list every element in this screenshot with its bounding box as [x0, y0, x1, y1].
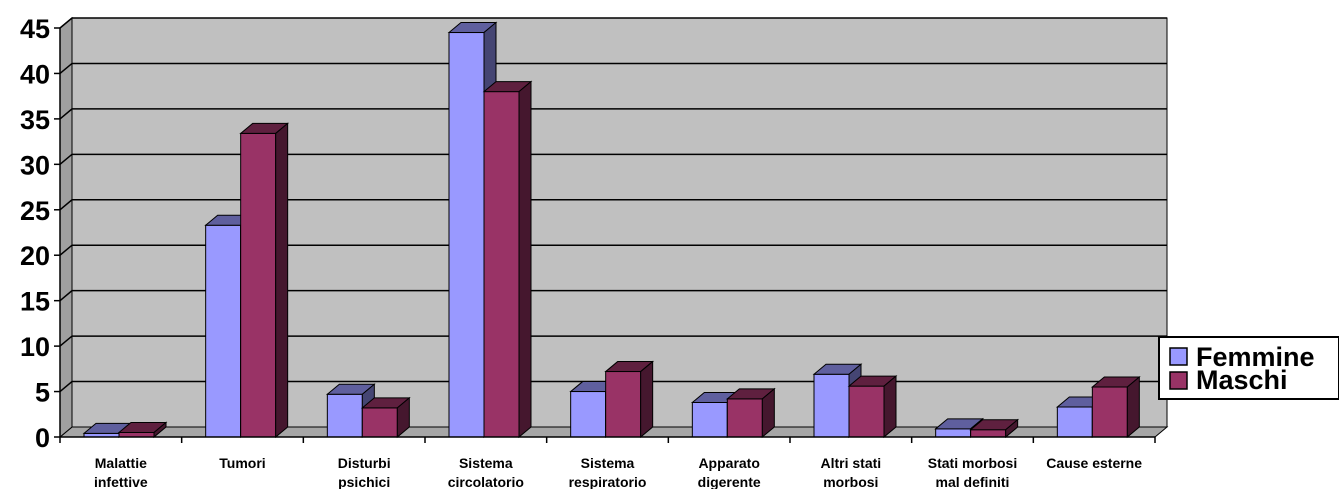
- bar-side: [518, 80, 532, 439]
- legend-label-femmine: Femmine: [1196, 342, 1315, 372]
- bar-maschi-4: [604, 360, 655, 439]
- x-category-label: Altri stati morbosi: [820, 455, 881, 489]
- x-category-label-line: respiratorio: [569, 474, 647, 489]
- bar-front: [326, 393, 363, 438]
- x-category-label-line: Tumori: [219, 455, 265, 471]
- y-tick-label: 25: [20, 196, 50, 226]
- x-category-label-line: morbosi: [823, 474, 878, 489]
- bar-front: [570, 391, 607, 438]
- bar-maschi-6: [847, 375, 898, 439]
- legend-swatch-femmine: [1169, 347, 1188, 366]
- x-category-label-line: psichici: [338, 474, 390, 489]
- legend-label-maschi: Maschi: [1196, 365, 1288, 395]
- x-category-label-line: Sistema: [581, 455, 635, 471]
- bar-side: [1005, 418, 1019, 439]
- bar-side: [1126, 375, 1140, 439]
- y-tick-label: 40: [20, 59, 50, 89]
- x-category-label: Malattie infettive: [94, 455, 148, 489]
- gridline: [59, 108, 1167, 120]
- y-tick-label: 45: [20, 14, 50, 44]
- bar-front: [361, 407, 398, 438]
- y-axis: 0 5 10 15 20 25 30 35 40 45: [20, 14, 61, 453]
- x-category-label-line: Malattie: [95, 455, 147, 471]
- x-category-label: Cause esterne: [1046, 455, 1142, 471]
- gridline: [59, 153, 1167, 165]
- x-category-label-line: Disturbi: [338, 455, 391, 471]
- x-category-label-line: Cause esterne: [1046, 455, 1142, 471]
- gridline: [59, 244, 1167, 256]
- gridline: [59, 62, 1167, 75]
- bar-front: [970, 429, 1007, 438]
- x-category-label-line: circolatorio: [448, 474, 524, 489]
- x-category-label-line: digerente: [698, 474, 761, 489]
- bar-front: [848, 385, 885, 438]
- bar-side: [883, 375, 897, 439]
- bars: [82, 21, 1141, 439]
- bar-maschi-0: [117, 421, 168, 439]
- y-tick-label: 10: [20, 332, 50, 362]
- bar-side: [640, 360, 654, 439]
- x-category-label-line: Stati morbosi: [928, 455, 1017, 471]
- gridline: [59, 335, 1167, 347]
- x-category-label: Apparato digerente: [698, 455, 761, 489]
- bar-front: [605, 371, 642, 438]
- bar-front: [240, 132, 277, 438]
- bar-side: [396, 396, 410, 439]
- bar-side: [275, 122, 289, 439]
- bar-maschi-8: [1090, 375, 1141, 439]
- legend-box: [1158, 336, 1339, 400]
- bar-side: [153, 421, 167, 439]
- bar-front: [813, 373, 850, 438]
- x-category-label: Sistema circolatorio: [448, 455, 524, 489]
- bar-front: [483, 91, 520, 438]
- legend: Femmine Maschi: [1158, 336, 1339, 400]
- bar-maschi-5: [725, 387, 776, 439]
- x-category-label: Sistema respiratorio: [569, 455, 647, 489]
- y-tick-label: 15: [20, 287, 50, 317]
- y-tick-label: 5: [35, 378, 50, 408]
- bar-front: [726, 398, 763, 438]
- y-tick-label: 20: [20, 241, 50, 271]
- x-category-label: Tumori: [219, 455, 265, 471]
- bar-front: [1091, 386, 1128, 438]
- gridline: [59, 289, 1167, 302]
- gridline: [59, 380, 1167, 393]
- x-category-label-line: mal definiti: [936, 474, 1010, 489]
- gridline: [59, 17, 1167, 29]
- x-axis: Malattie infettive Tumori Disturbi psichici S…: [59, 436, 1156, 489]
- bar-side: [761, 387, 775, 439]
- x-category-label-line: Altri stati: [820, 455, 881, 471]
- bar-front: [935, 428, 972, 438]
- bar-maschi-2: [360, 396, 411, 439]
- y-tick-label: 35: [20, 105, 50, 135]
- x-category-label: Stati morbosi mal definiti: [928, 455, 1017, 489]
- y-tick-label: 0: [35, 423, 50, 453]
- x-category-label: Disturbi psichici: [338, 455, 391, 489]
- legend-swatch-maschi: [1169, 371, 1188, 390]
- bar-maschi-3: [482, 80, 533, 439]
- x-category-label-line: Apparato: [698, 455, 759, 471]
- bar-front: [448, 32, 485, 438]
- y-tick-label: 30: [20, 150, 50, 180]
- gridlines: [59, 17, 1167, 393]
- x-category-label-line: infettive: [94, 474, 148, 489]
- bar-front: [1056, 406, 1093, 438]
- bar-front: [691, 401, 728, 438]
- gridline: [59, 199, 1167, 211]
- bar-maschi-1: [239, 122, 290, 439]
- side-wall: [59, 16, 73, 439]
- bar-front: [205, 224, 242, 438]
- x-category-label-line: Sistema: [459, 455, 513, 471]
- bar-maschi-7: [969, 418, 1020, 439]
